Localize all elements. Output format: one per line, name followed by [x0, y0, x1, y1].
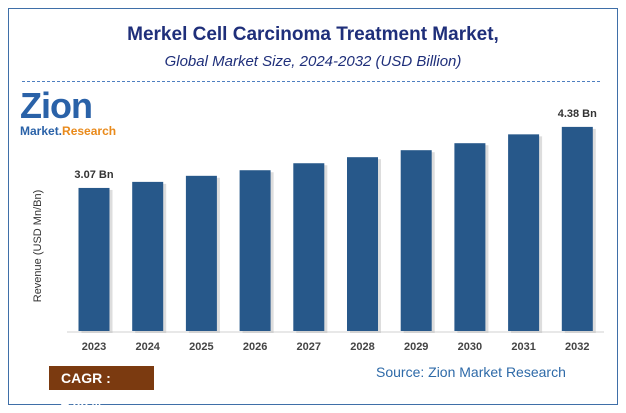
x-tick-label: 2027: [297, 341, 321, 353]
x-tick-label: 2024: [135, 341, 160, 353]
bar-2027: [293, 163, 325, 331]
zion-logo: Zion Market.Research: [20, 85, 120, 139]
x-tick-label: 2025: [189, 341, 213, 353]
x-tick-label: 2026: [243, 341, 267, 353]
bar-2026: [239, 170, 271, 331]
logo-market: Market.: [20, 124, 63, 138]
x-tick-label: 2029: [404, 341, 428, 353]
logo-subtext: Market.Research: [20, 124, 120, 138]
bar-2031: [508, 134, 540, 331]
x-tick-label: 2032: [565, 341, 589, 353]
source-text: Source: Zion Market Research: [376, 364, 566, 380]
bar-2030: [454, 143, 486, 331]
logo-research: Research: [62, 124, 117, 138]
bar-2023: [78, 187, 110, 331]
x-tick-label: 2031: [511, 341, 535, 353]
bar-2029: [400, 150, 432, 331]
cagr-badge: CAGR : 4.00%: [49, 366, 154, 410]
x-tick-label: 2028: [350, 341, 374, 353]
data-label: 3.07 Bn: [74, 169, 113, 181]
chart-subtitle: Global Market Size, 2024-2032 (USD Billi…: [164, 53, 462, 70]
bar-2024: [132, 181, 164, 331]
x-tick-label: 2023: [82, 341, 106, 353]
divider: [22, 81, 600, 82]
bar-2032: [561, 126, 593, 331]
x-tick-label: 2030: [458, 341, 482, 353]
data-label: 4.38 Bn: [558, 108, 597, 120]
logo-text: Zion: [20, 85, 93, 126]
chart-frame: [8, 8, 618, 405]
bar-2025: [185, 175, 217, 331]
chart-title: Merkel Cell Carcinoma Treatment Market,: [127, 24, 499, 45]
bar-2028: [347, 157, 378, 331]
